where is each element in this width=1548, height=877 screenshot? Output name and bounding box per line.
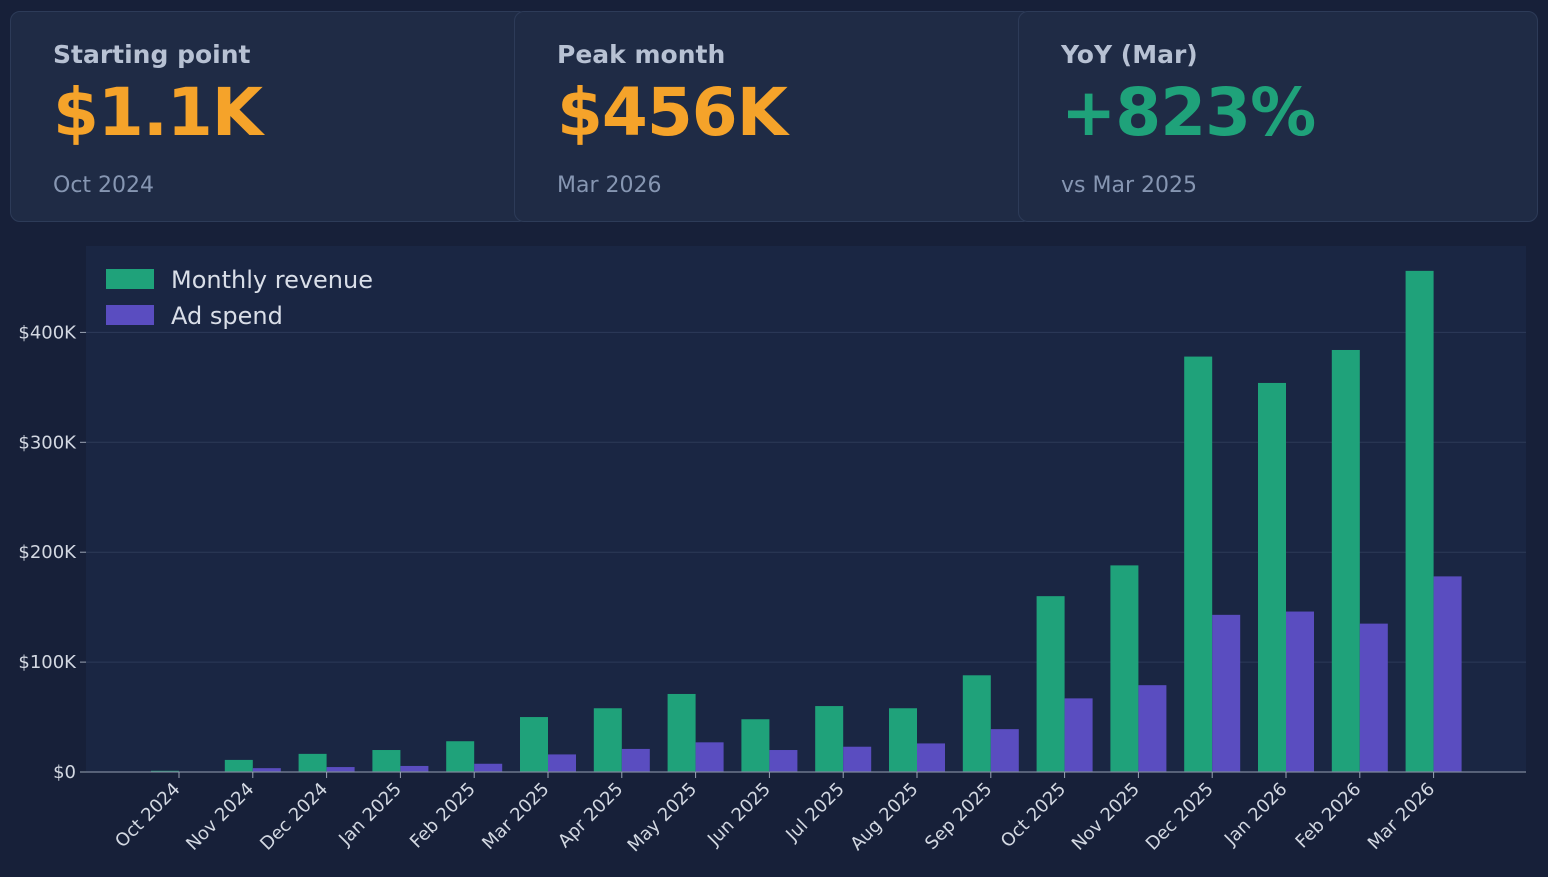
x-tick-label: Mar 2025: [478, 779, 553, 854]
bar-ad-spend: [695, 742, 724, 772]
bar-ad-spend: [252, 768, 281, 772]
card-subtitle: Oct 2024: [53, 173, 155, 198]
legend: Monthly revenue Ad spend: [106, 266, 373, 330]
y-tick-label: $200K: [18, 542, 77, 563]
card-value: $1.1K: [53, 74, 263, 151]
bar-ad-spend: [1286, 611, 1314, 772]
x-tick-label: Oct 2025: [997, 779, 1070, 852]
card-label: Starting point: [53, 40, 251, 69]
bar-ad-spend: [1359, 623, 1388, 772]
bar-revenue: [962, 675, 991, 772]
bar-ad-spend: [548, 754, 576, 772]
y-tick-label: $0: [53, 762, 76, 783]
bar-revenue: [372, 750, 401, 772]
x-tick-label: Feb 2025: [406, 779, 480, 853]
legend-label-ad-spend: Ad spend: [171, 302, 283, 330]
bar-revenue: [741, 719, 770, 772]
bar-revenue: [889, 708, 917, 772]
x-tick-label: May 2025: [624, 779, 702, 857]
card-starting-point: Starting point $1.1K Oct 2024: [10, 11, 528, 222]
legend-swatch-ad-spend: [106, 305, 154, 325]
bar-revenue: [298, 753, 327, 772]
legend-swatch-revenue: [106, 269, 154, 289]
x-tick-label: Mar 2026: [1364, 779, 1439, 854]
bar-revenue: [224, 759, 253, 772]
x-tick-label: Jun 2025: [703, 779, 775, 851]
bar-revenue: [1110, 565, 1139, 772]
x-tick-label: Jul 2025: [781, 779, 848, 846]
x-tick-label: Nov 2024: [182, 779, 258, 855]
bar-ad-spend: [990, 729, 1019, 772]
bar-ad-spend: [917, 743, 945, 772]
card-value: $456K: [557, 74, 788, 151]
bar-ad-spend: [1064, 698, 1093, 772]
bar-revenue: [1405, 270, 1434, 772]
x-tick-label: Sep 2025: [921, 779, 996, 854]
bar-revenue: [151, 770, 179, 772]
bar-revenue: [1258, 382, 1286, 772]
x-tick-label: Nov 2025: [1068, 779, 1144, 855]
bar-ad-spend: [326, 767, 355, 772]
bar-ad-spend: [769, 750, 798, 772]
x-tick-label: Dec 2025: [1142, 779, 1218, 855]
bar-revenue: [520, 717, 548, 772]
bar-ad-spend: [1433, 576, 1462, 772]
legend-label-revenue: Monthly revenue: [171, 266, 373, 294]
y-tick-label: $400K: [18, 322, 77, 343]
y-tick-label: $300K: [18, 432, 77, 453]
x-tick-label: Dec 2024: [256, 779, 332, 855]
bar-ad-spend: [843, 746, 872, 772]
y-tick-label: $100K: [18, 652, 77, 673]
card-peak-month: Peak month $456K Mar 2026: [514, 11, 1032, 222]
x-tick-label: Jan 2025: [334, 779, 406, 851]
x-tick-label: Apr 2025: [554, 779, 627, 852]
card-subtitle: Mar 2026: [557, 173, 662, 198]
card-subtitle: vs Mar 2025: [1061, 173, 1197, 198]
bar-ad-spend: [400, 765, 429, 772]
bar-revenue: [1184, 356, 1213, 772]
card-value: +823%: [1061, 74, 1316, 151]
card-label: YoY (Mar): [1061, 40, 1198, 69]
card-yoy: YoY (Mar) +823% vs Mar 2025: [1018, 11, 1538, 222]
bar-revenue: [446, 741, 475, 772]
bar-revenue: [667, 693, 696, 772]
x-tick-label: Oct 2024: [111, 779, 184, 852]
bar-revenue: [593, 708, 622, 772]
bar-revenue: [1331, 349, 1360, 772]
y-axis-ticks: $0 $100K $200K $300K $400K: [18, 322, 86, 783]
bar-ad-spend: [474, 763, 503, 772]
x-tick-label: Feb 2026: [1292, 779, 1366, 853]
bar-ad-spend: [1212, 614, 1241, 772]
bar-ad-spend: [621, 748, 650, 772]
bars: [151, 270, 1462, 772]
x-tick-label: Jan 2026: [1220, 779, 1292, 851]
card-label: Peak month: [557, 40, 726, 69]
bar-revenue: [815, 706, 844, 772]
x-tick-label: Aug 2025: [846, 779, 922, 855]
bar-revenue: [1036, 596, 1065, 772]
bar-ad-spend: [1138, 685, 1167, 772]
